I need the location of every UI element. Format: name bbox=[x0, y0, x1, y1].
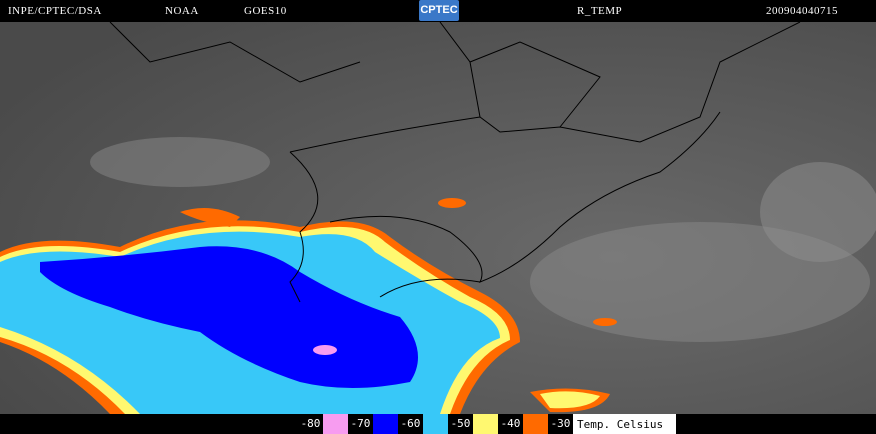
legend-label-minus40: -40 bbox=[498, 414, 523, 434]
satellite-label: GOES10 bbox=[244, 5, 287, 17]
cptec-logo: CPTEC bbox=[419, 0, 459, 21]
legend-swatch-pink bbox=[323, 414, 348, 434]
datetime-label: 200904040715 bbox=[766, 5, 838, 17]
legend-swatch-yellow bbox=[473, 414, 498, 434]
legend-swatch-cyan bbox=[423, 414, 448, 434]
legend-swatch-blue bbox=[373, 414, 398, 434]
legend-label-minus50: -50 bbox=[448, 414, 473, 434]
institution-label: INPE/CPTEC/DSA bbox=[8, 5, 102, 17]
header-bar: INPE/CPTEC/DSA NOAA GOES10 CPTEC R_TEMP … bbox=[0, 0, 876, 22]
agency-label: NOAA bbox=[165, 5, 199, 17]
legend-label-minus30: -30 bbox=[548, 414, 573, 434]
product-label: R_TEMP bbox=[577, 5, 623, 17]
temperature-legend: -80 -70 -60 -50 -40 -30 Temp. Celsius bbox=[298, 414, 676, 434]
satellite-map bbox=[0, 22, 876, 414]
legend-unit: Temp. Celsius bbox=[577, 417, 664, 431]
legend-swatch-orange bbox=[523, 414, 548, 434]
legend-label-minus70: -70 bbox=[348, 414, 373, 434]
cloud-gray bbox=[90, 137, 270, 187]
political-boundaries bbox=[109, 22, 801, 303]
cloud-gray bbox=[760, 162, 876, 262]
legend-label-minus60: -60 bbox=[398, 414, 423, 434]
cold-cloud-tops bbox=[0, 198, 617, 414]
legend-label-minus80: -80 bbox=[298, 414, 323, 434]
